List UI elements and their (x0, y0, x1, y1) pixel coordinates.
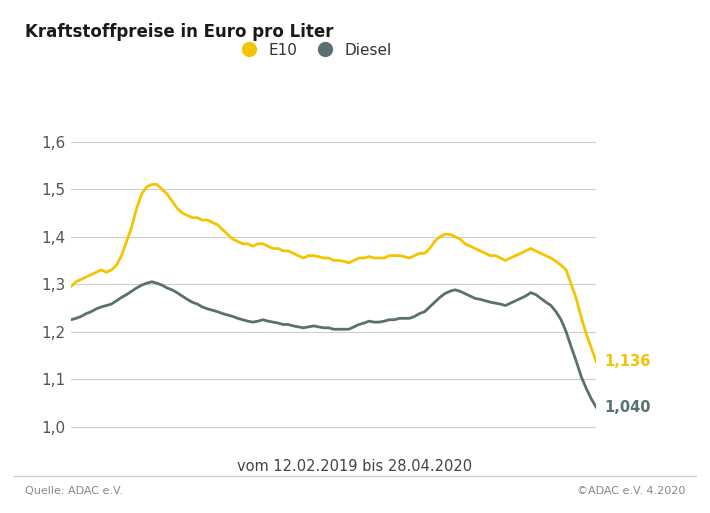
Text: 1,136: 1,136 (605, 354, 651, 369)
Text: Kraftstoffpreise in Euro pro Liter: Kraftstoffpreise in Euro pro Liter (25, 23, 334, 41)
Text: 1,040: 1,040 (605, 400, 651, 415)
Text: vom 12.02.2019 bis 28.04.2020: vom 12.02.2019 bis 28.04.2020 (237, 459, 473, 474)
Text: Quelle: ADAC e.V.: Quelle: ADAC e.V. (25, 486, 123, 496)
Text: ©ADAC e.V. 4.2020: ©ADAC e.V. 4.2020 (577, 486, 685, 496)
Legend: E10, Diesel: E10, Diesel (227, 36, 398, 64)
